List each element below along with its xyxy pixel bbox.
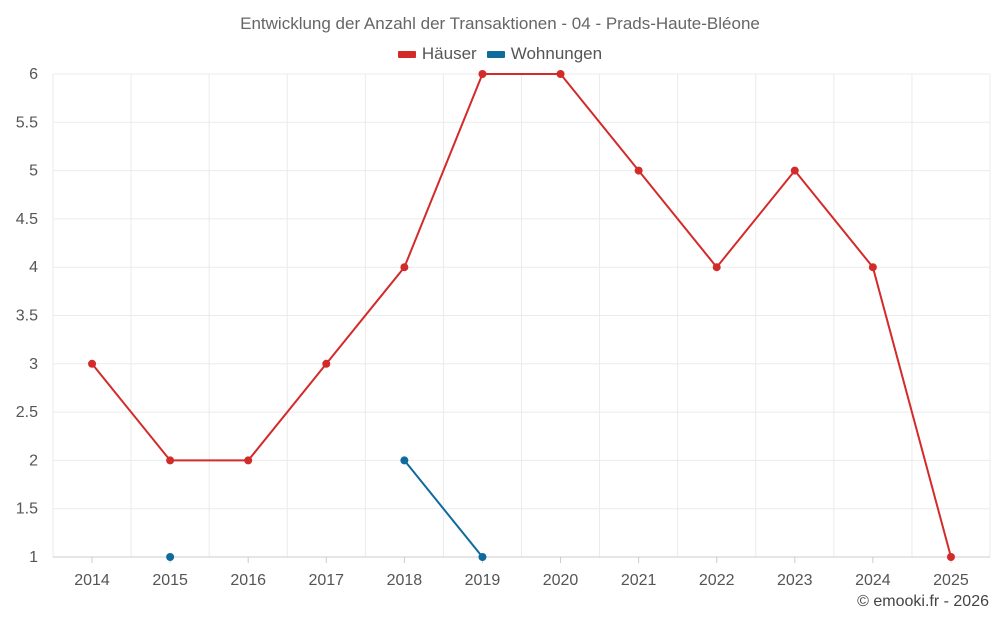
y-tick-label: 5.5 xyxy=(16,114,38,131)
y-tick-label: 1.5 xyxy=(16,501,38,518)
data-point xyxy=(244,456,253,465)
y-axis: 1 1.5 2 2.5 3 3.5 4 4.5 5 5.5 6 xyxy=(16,66,38,566)
data-point xyxy=(634,166,643,175)
y-tick-label: 4 xyxy=(29,259,38,276)
data-point xyxy=(712,263,721,272)
data-point xyxy=(946,553,955,561)
data-point xyxy=(790,166,799,175)
y-tick-label: 5 xyxy=(29,163,38,180)
legend-swatch-wohnungen xyxy=(486,50,505,58)
y-tick-label: 2.5 xyxy=(16,404,38,421)
data-point xyxy=(556,70,565,78)
data-point xyxy=(400,263,409,272)
grid-lines xyxy=(52,73,991,558)
x-tick-label: 2016 xyxy=(230,572,266,589)
data-point xyxy=(166,553,175,561)
y-tick-label: 3 xyxy=(29,356,38,373)
series-wohnungen xyxy=(166,456,487,561)
series-line xyxy=(91,73,952,558)
legend-item-haeuser[interactable]: Häuser xyxy=(397,44,477,64)
x-tick-label: 2014 xyxy=(74,572,110,589)
x-axis: 2014 2015 2016 2017 2018 2019 2020 2021 2022 2023… xyxy=(53,556,990,589)
data-point xyxy=(166,456,175,465)
x-tick-label: 2020 xyxy=(543,572,579,589)
y-tick-label: 3.5 xyxy=(16,308,38,325)
x-tick-label: 2023 xyxy=(777,572,813,589)
x-tick-label: 2021 xyxy=(621,572,657,589)
x-tick-label: 2022 xyxy=(699,572,735,589)
x-tick-label: 2025 xyxy=(933,572,969,589)
series-layer xyxy=(88,70,955,561)
y-tick-label: 4.5 xyxy=(16,211,38,228)
x-tick-label: 2017 xyxy=(308,572,344,589)
data-point xyxy=(400,456,409,465)
x-tick-label: 2018 xyxy=(387,572,423,589)
chart-title: Entwicklung der Anzahl der Transaktionen… xyxy=(240,14,760,33)
y-tick-label: 6 xyxy=(29,66,38,83)
data-point xyxy=(88,359,97,368)
x-tick-label: 2024 xyxy=(855,572,891,589)
legend-item-wohnungen[interactable]: Wohnungen xyxy=(486,44,603,64)
legend-label-haeuser: Häuser xyxy=(421,44,477,63)
data-point xyxy=(322,359,331,368)
x-tick-label: 2015 xyxy=(152,572,188,589)
series-line xyxy=(403,459,484,558)
data-point xyxy=(478,70,487,78)
data-point xyxy=(478,553,487,561)
credit-text: © emooki.fr - 2026 xyxy=(857,593,989,610)
x-tick-label: 2019 xyxy=(465,572,501,589)
y-tick-label: 2 xyxy=(29,452,38,469)
y-tick-label: 1 xyxy=(29,549,38,566)
legend-label-wohnungen: Wohnungen xyxy=(510,44,603,63)
series-haeuser xyxy=(88,70,955,561)
data-point xyxy=(868,263,877,272)
legend-swatch-haeuser xyxy=(397,50,416,58)
legend: Häuser Wohnungen xyxy=(0,44,1000,64)
